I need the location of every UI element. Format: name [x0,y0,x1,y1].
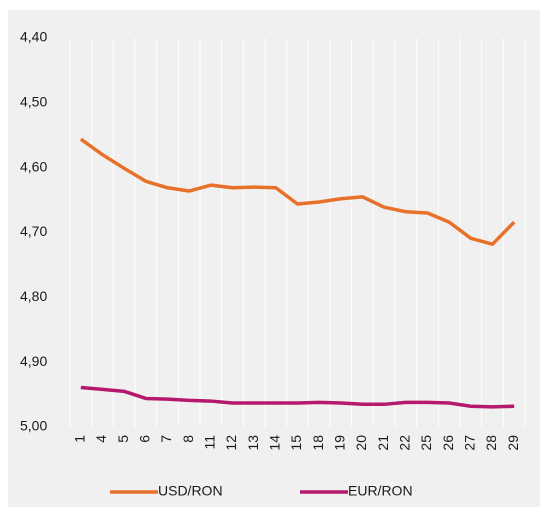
x-tick-label: 19 [332,435,348,451]
x-tick-label: 25 [418,435,434,451]
x-tick-label: 11 [202,435,218,450]
x-tick-label: 6 [137,435,153,443]
y-tick-label: 4,40 [20,29,47,45]
x-tick-label: 22 [397,435,413,451]
x-tick-label: 13 [245,435,261,451]
y-tick-label: 4,60 [20,158,47,174]
x-tick-label: 15 [288,435,304,451]
y-tick-label: 4,50 [20,94,47,110]
x-tick-label: 20 [353,435,369,451]
chart-background [8,10,540,507]
x-tick-label: 7 [158,435,174,443]
x-tick-label: 27 [462,435,478,451]
x-tick-label: 14 [267,435,283,451]
x-tick-label: 29 [505,435,521,451]
y-tick-label: 4,80 [20,288,47,304]
x-tick-label: 21 [375,435,391,451]
x-tick-label: 4 [93,435,109,443]
x-tick-label: 8 [180,435,196,443]
legend-label: EUR/RON [348,483,413,499]
y-tick-label: 4,90 [20,353,47,369]
series-line [79,137,516,246]
legend-label: USD/RON [158,483,223,499]
x-tick-label: 5 [115,435,131,443]
x-tick-label: 1 [72,435,88,443]
x-tick-label: 12 [223,435,239,451]
y-tick-label: 4,70 [20,223,47,239]
x-tick-label: 28 [483,435,499,451]
series-line [80,385,515,409]
x-tick-label: 18 [310,435,326,451]
x-tick-label: 26 [440,435,456,451]
y-tick-label: 5,00 [20,418,47,434]
